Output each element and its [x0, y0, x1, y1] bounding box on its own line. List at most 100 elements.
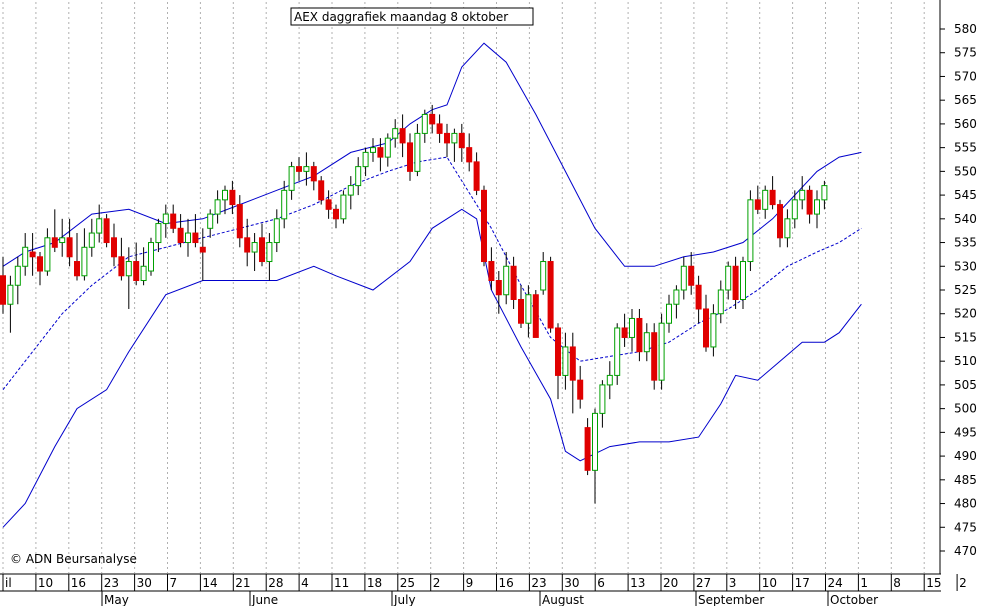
x-tick-label: 18 — [367, 576, 382, 590]
candle — [473, 152, 480, 196]
x-tick-label: 4 — [301, 576, 309, 590]
candle-body — [244, 237, 251, 253]
candle-body — [7, 284, 14, 305]
candle — [629, 308, 635, 352]
candle-body — [14, 265, 21, 286]
candle — [495, 271, 502, 314]
candle-body — [377, 147, 384, 158]
candle-body — [407, 142, 413, 172]
candle-body — [103, 218, 110, 244]
candle — [621, 313, 628, 347]
candle-body — [777, 204, 783, 239]
candle — [458, 123, 465, 162]
candle — [673, 285, 680, 319]
candle-body — [384, 137, 391, 158]
candle — [584, 418, 591, 476]
candle — [111, 223, 117, 267]
y-tick-label: 485 — [954, 473, 977, 487]
y-tick-label: 495 — [954, 425, 977, 439]
candle — [717, 280, 724, 324]
candle — [207, 209, 214, 238]
candle-body — [414, 132, 421, 172]
candle-body — [532, 294, 539, 338]
candle-body — [577, 379, 584, 400]
candle — [192, 214, 199, 248]
candle — [22, 233, 29, 276]
candle — [651, 323, 658, 390]
candle — [732, 256, 739, 309]
candle — [392, 119, 399, 148]
x-tick-label: 14 — [202, 576, 217, 590]
candle — [296, 157, 302, 181]
x-tick-label: 25 — [400, 576, 415, 590]
candle-body — [66, 237, 73, 258]
candle — [155, 218, 162, 253]
candle-body — [148, 242, 154, 272]
candle — [133, 242, 140, 286]
candle — [310, 161, 317, 191]
y-tick-label: 535 — [954, 236, 977, 250]
x-axis-day-labels: il 10 16 23 30 7 14 21 28 4 11 18 25 2 9 16 23 30 6 13 20 27 3… — [2, 574, 967, 591]
candle — [414, 123, 421, 177]
candle — [355, 157, 362, 196]
candle-body — [340, 194, 347, 220]
candle — [680, 256, 687, 300]
candle — [14, 256, 21, 305]
candle — [370, 138, 376, 162]
candle-body — [510, 265, 517, 300]
candle-body — [710, 313, 717, 348]
candle — [333, 204, 339, 229]
candle — [444, 123, 450, 158]
x-tick-label: 16 — [71, 576, 86, 590]
x-tick-label: 21 — [235, 576, 250, 590]
candle-body — [592, 412, 598, 471]
candle-body — [703, 308, 709, 348]
candle — [636, 308, 643, 362]
candle — [436, 114, 443, 143]
candle-body — [547, 261, 554, 329]
candle — [259, 223, 265, 267]
candle-body — [429, 113, 436, 125]
candle — [140, 247, 147, 286]
candle — [540, 252, 547, 295]
candle-body — [125, 261, 132, 277]
candle-body — [192, 232, 199, 244]
axes — [0, 0, 941, 592]
candle-body — [643, 332, 650, 353]
candle — [451, 128, 458, 162]
candle — [125, 247, 132, 309]
candle-body — [784, 218, 791, 239]
candle-body — [799, 189, 806, 201]
candle — [236, 195, 243, 248]
y-tick-label: 560 — [954, 117, 977, 131]
candle-body — [325, 199, 332, 210]
candle-body — [769, 189, 776, 206]
candle — [814, 190, 820, 229]
candle — [503, 252, 510, 305]
candle-body — [140, 265, 147, 282]
candle-body — [0, 275, 6, 305]
candle — [821, 180, 828, 210]
candle-body — [222, 189, 228, 201]
y-tick-label: 475 — [954, 520, 977, 534]
candle — [769, 176, 776, 210]
candle — [614, 323, 621, 385]
candle-body — [688, 265, 695, 286]
candle — [562, 332, 569, 390]
candle-body — [621, 327, 628, 338]
candle-body — [658, 322, 665, 381]
candle — [74, 233, 80, 281]
x-tick-label: 10 — [38, 576, 53, 590]
candle — [303, 152, 310, 186]
candle-body — [562, 346, 569, 376]
candle-body — [310, 166, 317, 182]
candle-body — [236, 204, 243, 239]
x-tick-label: 23 — [531, 576, 546, 590]
candle-body — [421, 113, 428, 134]
candle-body — [518, 298, 524, 324]
candle — [44, 228, 51, 276]
candle-body — [333, 208, 339, 220]
candle — [59, 218, 66, 257]
candle-body — [680, 265, 687, 291]
